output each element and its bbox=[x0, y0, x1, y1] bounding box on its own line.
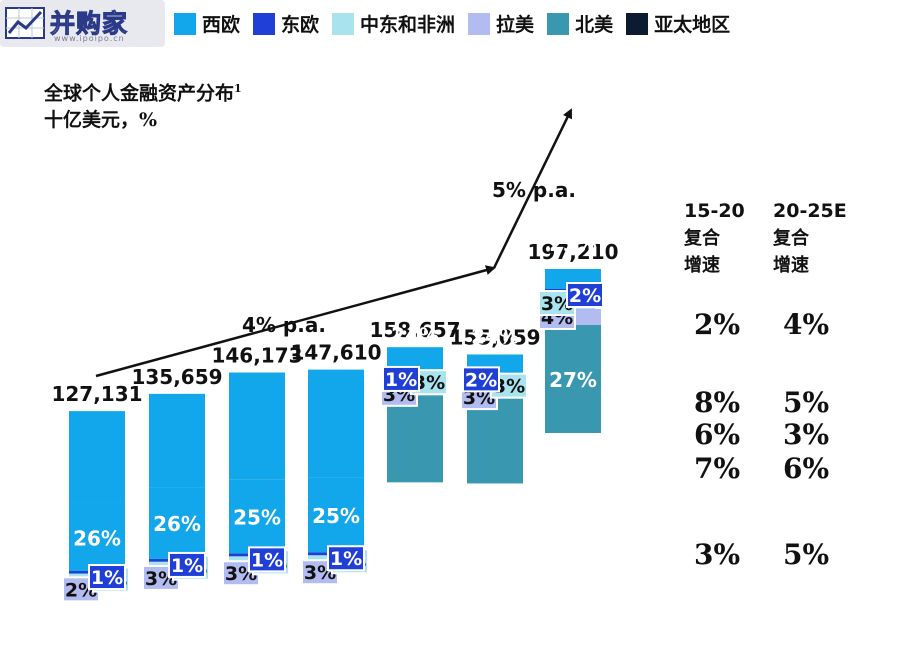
growth-annotation-2: 5% p.a. bbox=[492, 178, 576, 202]
legend-label: 西欧 bbox=[202, 14, 241, 36]
chart-title: 全球个人金融资产分布 bbox=[44, 82, 235, 105]
bar-segment bbox=[467, 398, 523, 484]
segment-callout-box bbox=[88, 564, 126, 591]
legend-label: 东欧 bbox=[281, 14, 320, 36]
logo: 并购家 www.ipoipo.cn bbox=[0, 0, 165, 47]
segment-label: 24% bbox=[471, 325, 519, 349]
segment-callout-box bbox=[168, 551, 206, 578]
legend-item: 拉美 bbox=[468, 10, 534, 37]
growth-arrow-2 bbox=[492, 108, 573, 269]
segment-label: 2% bbox=[465, 369, 497, 391]
growth-table-header: 20-25E 复合增速 bbox=[773, 198, 847, 279]
bar-total-label: 147,610 bbox=[290, 341, 381, 365]
segment-callout-box bbox=[462, 366, 500, 393]
bar-segment bbox=[69, 411, 125, 504]
bar-segment bbox=[229, 479, 285, 554]
growth-rate-value: 6% bbox=[694, 418, 741, 451]
chart-legend: 西欧 东欧 中东和非洲 拉美 北美 亚太地区 bbox=[174, 10, 743, 37]
growth-arrow-1 bbox=[95, 265, 496, 378]
bar-segment bbox=[308, 477, 364, 553]
growth-rate-value: 6% bbox=[783, 452, 830, 485]
growth-table-header: 15-20 复合增速 bbox=[684, 198, 745, 279]
bar-segment bbox=[149, 487, 205, 559]
legend-item: 亚太地区 bbox=[626, 10, 730, 37]
segment-label: 25% bbox=[233, 505, 281, 529]
segment-label: 26% bbox=[153, 512, 201, 536]
segment-label: 1% bbox=[91, 567, 123, 589]
bar-total-label: 197,210 bbox=[527, 240, 618, 264]
bar-segment bbox=[149, 393, 205, 488]
growth-header-label: 复合 bbox=[773, 228, 809, 249]
segment-label: 25% bbox=[312, 504, 360, 528]
chart-title-footnote: 1 bbox=[234, 82, 242, 95]
segment-label: 23% bbox=[549, 232, 597, 256]
segment-label: 1% bbox=[385, 369, 417, 391]
bar-total-label: 158,657 bbox=[369, 318, 460, 342]
legend-item: 北美 bbox=[547, 10, 613, 37]
legend-swatch bbox=[332, 12, 355, 35]
chart-subtitle: 十亿美元，% bbox=[44, 109, 158, 132]
segment-label: 24% bbox=[391, 323, 439, 347]
legend-item: 中东和非洲 bbox=[332, 10, 455, 37]
legend-item: 东欧 bbox=[253, 10, 319, 37]
bar-segment bbox=[69, 503, 125, 572]
growth-rate-value: 8% bbox=[694, 386, 741, 419]
growth-header-label: 增速 bbox=[773, 255, 809, 276]
legend-swatch bbox=[174, 12, 196, 35]
segment-label: 26% bbox=[73, 526, 121, 550]
chart-title-block: 全球个人金融资产分布1 十亿美元，% bbox=[44, 75, 242, 134]
segment-callout-box bbox=[248, 546, 286, 573]
legend-swatch bbox=[626, 12, 649, 35]
legend-label: 中东和非洲 bbox=[360, 14, 456, 36]
bar-segment bbox=[229, 372, 285, 480]
segment-callout-box bbox=[566, 282, 604, 308]
segment-label: 27% bbox=[549, 368, 597, 392]
bar-total-label: 135,659 bbox=[131, 365, 222, 389]
legend-label: 亚太地区 bbox=[654, 14, 731, 36]
segment-label: 3% bbox=[413, 372, 445, 394]
logo-url: www.ipoipo.cn bbox=[54, 34, 125, 43]
growth-rate-value: 2% bbox=[694, 308, 741, 341]
legend-swatch bbox=[253, 12, 276, 35]
growth-rate-value: 3% bbox=[783, 418, 830, 451]
bar-total-label: 127,131 bbox=[51, 382, 142, 406]
legend-swatch bbox=[547, 12, 570, 35]
segment-callout-box bbox=[327, 545, 365, 572]
segment-label: 2% bbox=[569, 285, 601, 307]
logo-text: 并购家 bbox=[49, 9, 129, 39]
bar-segment bbox=[545, 325, 601, 433]
growth-rate-value: 5% bbox=[783, 538, 830, 571]
legend-swatch bbox=[468, 12, 491, 35]
bar-total-label: 146,173 bbox=[211, 344, 302, 368]
bar-segment bbox=[308, 369, 364, 478]
segment-label: 3% bbox=[541, 293, 573, 315]
bar-segment bbox=[387, 395, 443, 483]
growth-header-label: 增速 bbox=[684, 255, 720, 276]
segment-callout-box bbox=[382, 365, 420, 392]
growth-header-label: 复合 bbox=[684, 228, 720, 249]
segment-label: 1% bbox=[251, 549, 283, 571]
growth-header-period: 15-20 bbox=[684, 200, 745, 222]
growth-rate-value: 4% bbox=[783, 308, 830, 341]
legend-item: 西欧 bbox=[174, 10, 240, 37]
legend-label: 北美 bbox=[575, 14, 614, 36]
growth-rate-value: 3% bbox=[694, 538, 741, 571]
segment-label: 3% bbox=[463, 387, 495, 409]
growth-annotation-1: 4% p.a. bbox=[242, 313, 326, 337]
legend-label: 拉美 bbox=[496, 14, 535, 36]
segment-label: 1% bbox=[330, 548, 362, 570]
chart-logo-icon bbox=[5, 7, 45, 39]
growth-header-period: 20-25E bbox=[773, 200, 847, 222]
segment-label: 1% bbox=[171, 555, 203, 577]
growth-rate-value: 7% bbox=[694, 452, 741, 485]
bar-total-label: 155,059 bbox=[449, 325, 540, 349]
segment-label: 3% bbox=[493, 376, 525, 398]
growth-rate-value: 5% bbox=[783, 386, 830, 419]
